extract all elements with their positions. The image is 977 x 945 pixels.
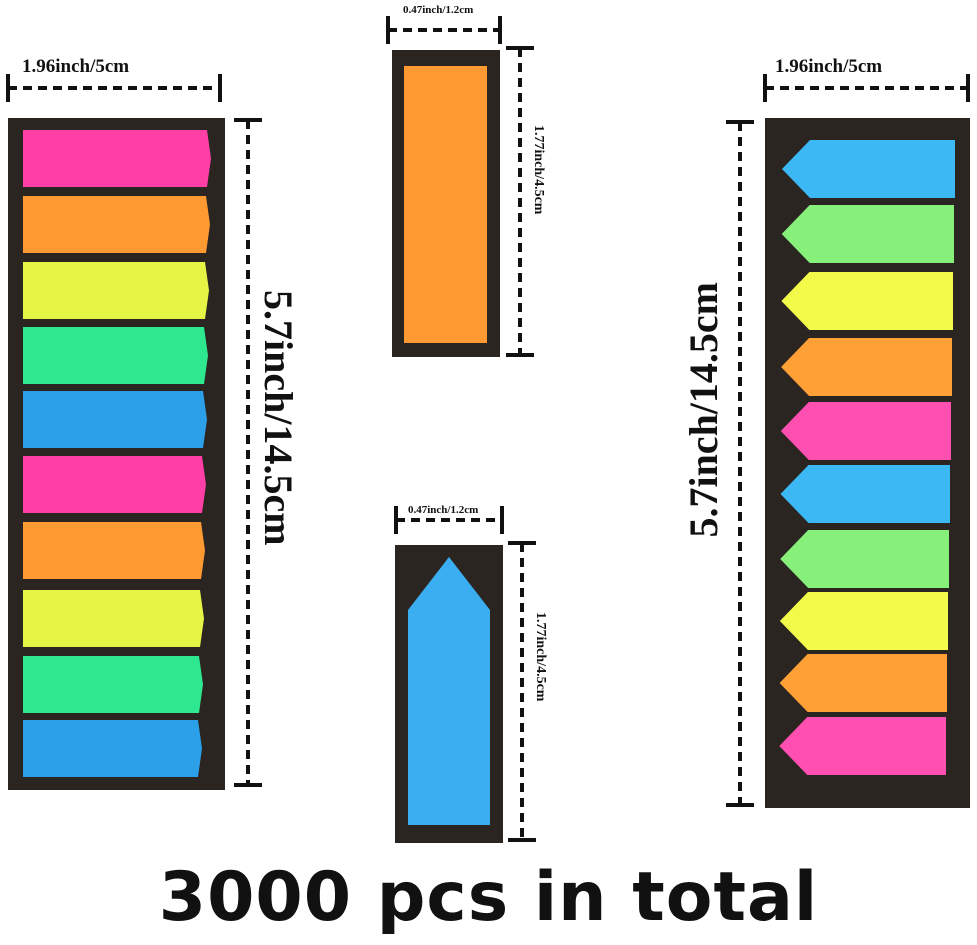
middle-bottom-width-label: 0.47inch/1.2cm — [408, 504, 479, 516]
middle-bottom-arrow-tab — [408, 557, 490, 825]
right-arrow-tab — [780, 530, 949, 588]
left-width-label: 1.96inch/5cm — [22, 56, 130, 77]
left-tab — [23, 720, 202, 777]
left-tab — [23, 391, 207, 448]
right-arrow-tab — [779, 717, 946, 775]
left-tab — [23, 196, 210, 253]
right-arrow-tab — [782, 140, 955, 198]
right-width-label: 1.96inch/5cm — [775, 56, 883, 77]
right-arrow-tab — [780, 402, 951, 460]
middle-bottom-height-label: 1.77inch/4.5cm — [533, 612, 548, 702]
right-arrow-tab — [781, 272, 953, 330]
left-tab — [23, 522, 205, 579]
right-arrow-tab — [779, 654, 947, 712]
right-arrow-tab — [781, 338, 952, 396]
caption-total: 3000 pcs in total — [158, 858, 819, 937]
left-tab — [23, 327, 208, 384]
right-arrow-tab — [779, 592, 948, 650]
left-tab — [23, 130, 211, 187]
middle-top-width-label: 0.47inch/1.2cm — [403, 4, 474, 16]
left-tab — [23, 262, 209, 319]
left-tab — [23, 456, 206, 513]
left-tab — [23, 590, 204, 647]
right-arrow-tab — [780, 465, 950, 523]
left-height-label: 5.7inch/14.5cm — [256, 290, 301, 546]
middle-top-tab — [404, 66, 487, 343]
right-height-label: 5.7inch/14.5cm — [681, 282, 726, 538]
middle-top-height-label: 1.77inch/4.5cm — [531, 125, 546, 215]
right-arrow-tab — [781, 205, 954, 263]
left-tab — [23, 656, 203, 713]
